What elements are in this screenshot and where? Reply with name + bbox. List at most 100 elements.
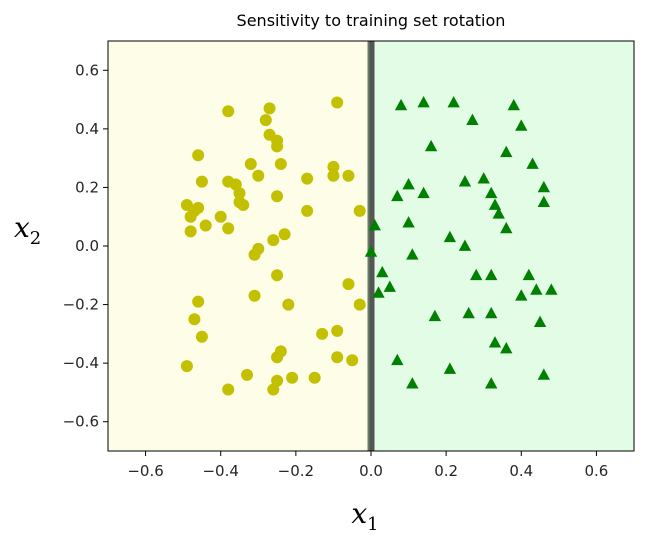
point-class-0 <box>342 169 355 182</box>
point-class-0 <box>248 289 261 302</box>
point-class-1 <box>466 113 479 125</box>
y-axis-label-main: x <box>14 211 30 244</box>
point-class-1 <box>424 139 438 152</box>
point-class-1 <box>376 265 389 278</box>
x-tick-label: 0.4 <box>509 462 533 480</box>
y-tick-label: −0.4 <box>63 354 99 372</box>
x-axis-label-main: x <box>351 497 367 530</box>
point-class-0 <box>267 234 280 247</box>
region-class-1 <box>371 41 634 451</box>
point-class-0 <box>327 160 340 173</box>
point-class-0 <box>346 354 359 367</box>
point-class-0 <box>278 228 291 241</box>
point-class-0 <box>192 149 205 162</box>
point-class-0 <box>222 105 235 118</box>
point-class-1 <box>364 245 378 257</box>
point-class-0 <box>353 298 366 311</box>
y-tick-label: −0.2 <box>63 296 99 314</box>
x-tick-label: 0.2 <box>434 462 458 480</box>
point-class-1 <box>406 377 419 389</box>
point-class-0 <box>267 383 280 396</box>
point-class-0 <box>331 351 344 364</box>
point-class-0 <box>271 190 284 203</box>
boundary-shade <box>367 41 370 451</box>
point-class-0 <box>188 313 201 326</box>
point-class-1 <box>522 268 535 281</box>
point-class-0 <box>301 204 314 217</box>
point-class-1 <box>402 178 415 190</box>
point-class-1 <box>537 368 551 380</box>
point-class-1 <box>406 248 419 260</box>
point-class-0 <box>308 371 321 384</box>
x-tick-label: 0.6 <box>584 462 608 480</box>
point-class-1 <box>526 157 539 169</box>
point-class-1 <box>470 268 483 281</box>
y-axis-label: x2 <box>14 211 41 249</box>
point-class-1 <box>417 96 430 108</box>
point-class-0 <box>263 102 276 115</box>
point-class-1 <box>507 98 520 111</box>
point-class-0 <box>222 383 235 396</box>
point-class-0 <box>331 96 344 109</box>
point-class-0 <box>248 248 261 261</box>
point-class-0 <box>274 158 287 170</box>
point-class-1 <box>545 283 558 295</box>
decision-regions <box>108 41 634 451</box>
point-class-0 <box>237 199 250 211</box>
point-class-0 <box>271 269 284 282</box>
data-points <box>180 96 558 396</box>
x-axis-label-sub: 1 <box>367 514 378 535</box>
point-class-1 <box>394 98 408 111</box>
point-class-0 <box>327 169 340 182</box>
point-class-1 <box>485 186 498 199</box>
point-class-1 <box>402 216 415 228</box>
point-class-1 <box>500 342 513 354</box>
x-axis-ticks: −0.6 −0.4 −0.2 0.0 0.2 0.4 0.6 <box>127 451 608 480</box>
y-tick-label: 0.0 <box>75 237 99 255</box>
point-class-0 <box>271 134 284 147</box>
point-class-0 <box>192 295 205 308</box>
x-tick-label: −0.4 <box>202 462 238 480</box>
point-class-1 <box>462 306 475 319</box>
point-class-0 <box>214 210 227 223</box>
point-class-1 <box>458 175 472 187</box>
point-class-1 <box>428 309 442 322</box>
point-class-0 <box>199 219 212 232</box>
point-class-0 <box>180 360 193 373</box>
point-class-1 <box>458 239 472 251</box>
region-class-0 <box>108 41 371 451</box>
y-tick-label: −0.6 <box>63 413 99 431</box>
point-class-1 <box>530 283 543 295</box>
point-class-1 <box>485 306 498 319</box>
point-class-0 <box>342 278 355 291</box>
chart-title: Sensitivity to training set rotation <box>237 11 506 30</box>
point-class-0 <box>184 225 197 238</box>
x-axis-label: x1 <box>351 497 378 535</box>
point-class-1 <box>391 353 404 366</box>
point-class-0 <box>244 158 257 170</box>
point-class-0 <box>259 114 272 127</box>
y-tick-label: 0.6 <box>75 61 99 79</box>
point-class-1 <box>443 362 457 374</box>
y-tick-label: 0.4 <box>75 120 99 138</box>
point-class-1 <box>533 315 547 328</box>
point-class-1 <box>485 377 498 389</box>
point-class-0 <box>195 175 208 188</box>
point-class-1 <box>417 186 430 199</box>
point-class-1 <box>488 198 502 210</box>
point-class-0 <box>271 351 284 364</box>
point-class-0 <box>241 368 254 381</box>
point-class-1 <box>537 180 551 193</box>
point-class-1 <box>443 230 457 243</box>
point-class-1 <box>447 96 460 108</box>
point-class-0 <box>233 187 246 200</box>
point-class-0 <box>331 324 344 337</box>
point-class-1 <box>477 172 490 184</box>
point-class-1 <box>515 289 528 301</box>
point-class-1 <box>492 207 505 219</box>
point-class-1 <box>488 336 502 348</box>
point-class-0 <box>301 172 314 185</box>
point-class-1 <box>537 195 551 207</box>
point-class-1 <box>383 280 396 292</box>
